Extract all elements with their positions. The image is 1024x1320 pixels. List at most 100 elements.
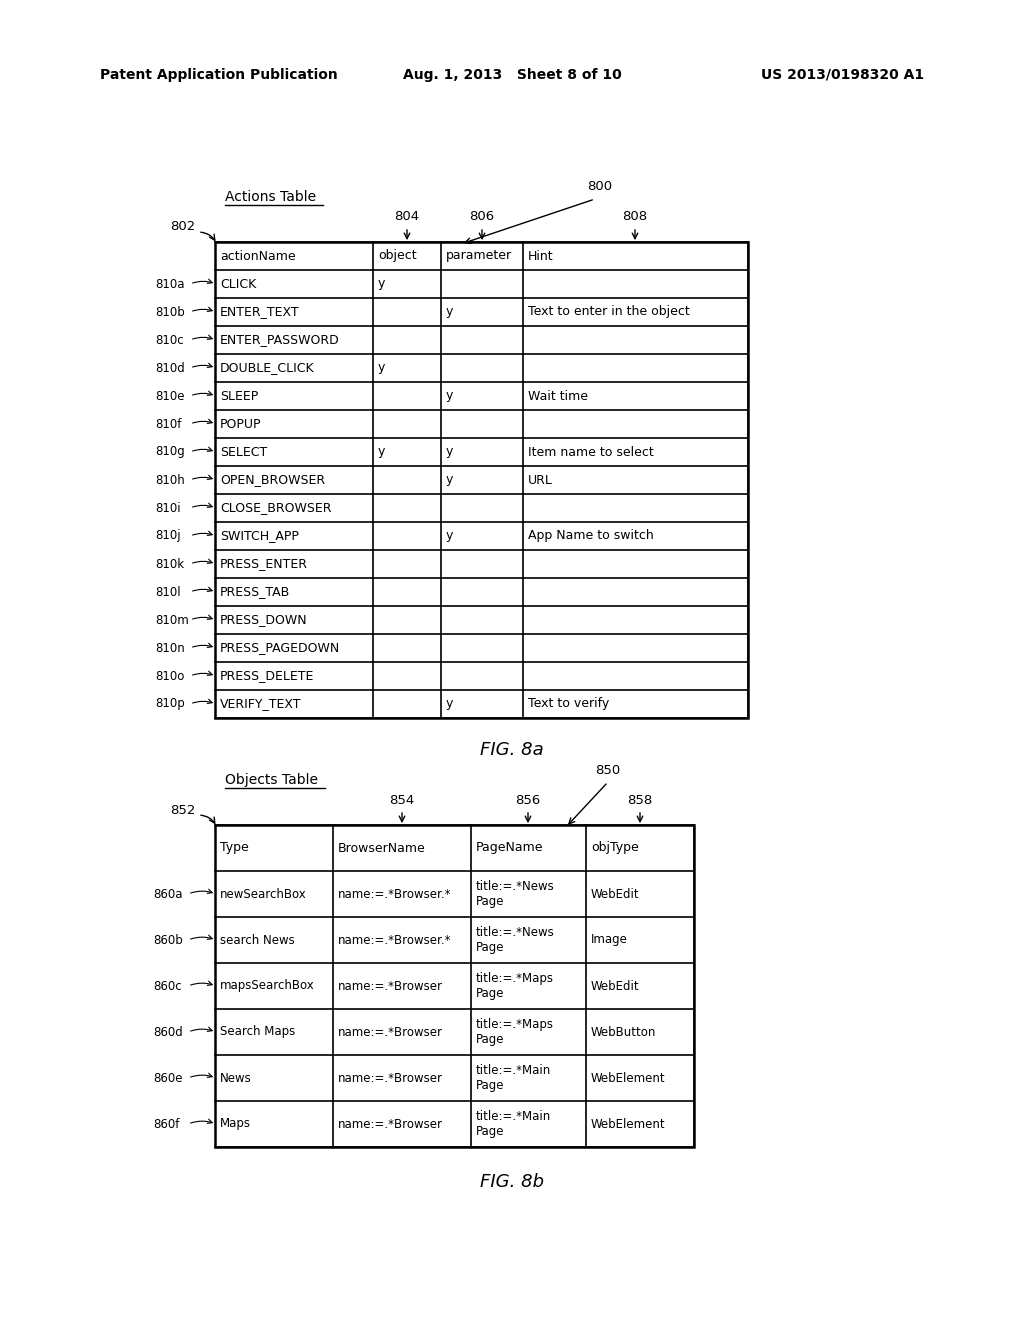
Text: PRESS_ENTER: PRESS_ENTER	[220, 557, 308, 570]
Text: title:=.*Maps
Page: title:=.*Maps Page	[476, 972, 554, 1001]
Text: title:=.*Main
Page: title:=.*Main Page	[476, 1110, 551, 1138]
Text: name:=.*Browser: name:=.*Browser	[338, 1118, 443, 1130]
Text: CLOSE_BROWSER: CLOSE_BROWSER	[220, 502, 332, 515]
Text: SLEEP: SLEEP	[220, 389, 258, 403]
Text: SELECT: SELECT	[220, 446, 267, 458]
Bar	[215, 825, 694, 1147]
Text: POPUP: POPUP	[220, 417, 261, 430]
Text: 810o: 810o	[155, 669, 184, 682]
Text: 810p: 810p	[155, 697, 184, 710]
Text: name:=.*Browser.*: name:=.*Browser.*	[338, 933, 452, 946]
Text: actionName: actionName	[220, 249, 296, 263]
Text: title:=.*Main
Page: title:=.*Main Page	[476, 1064, 551, 1092]
Text: WebElement: WebElement	[591, 1072, 666, 1085]
Text: 810m: 810m	[155, 614, 188, 627]
Text: WebButton: WebButton	[591, 1026, 656, 1039]
Text: 810h: 810h	[155, 474, 184, 487]
Text: App Name to switch: App Name to switch	[528, 529, 653, 543]
Text: 808: 808	[623, 210, 647, 223]
Text: PRESS_DOWN: PRESS_DOWN	[220, 614, 307, 627]
Text: Image: Image	[591, 933, 628, 946]
Text: 810i: 810i	[155, 502, 180, 515]
Text: PRESS_PAGEDOWN: PRESS_PAGEDOWN	[220, 642, 340, 655]
Text: OPEN_BROWSER: OPEN_BROWSER	[220, 474, 326, 487]
Text: News: News	[220, 1072, 252, 1085]
Text: VERIFY_TEXT: VERIFY_TEXT	[220, 697, 301, 710]
Text: mapsSearchBox: mapsSearchBox	[220, 979, 314, 993]
Text: y: y	[378, 446, 385, 458]
Text: objType: objType	[591, 842, 639, 854]
Text: 850: 850	[595, 763, 621, 776]
Text: 802: 802	[170, 220, 196, 234]
Text: FIG. 8a: FIG. 8a	[480, 741, 544, 759]
Text: title:=.*News
Page: title:=.*News Page	[476, 880, 555, 908]
Text: object: object	[378, 249, 417, 263]
Text: 810c: 810c	[155, 334, 183, 346]
Text: 810g: 810g	[155, 446, 184, 458]
Text: Wait time: Wait time	[528, 389, 588, 403]
Bar	[215, 242, 748, 718]
Text: title:=.*Maps
Page: title:=.*Maps Page	[476, 1018, 554, 1045]
Text: 810n: 810n	[155, 642, 184, 655]
Text: Search Maps: Search Maps	[220, 1026, 295, 1039]
Text: 852: 852	[170, 804, 196, 817]
Text: Hint: Hint	[528, 249, 554, 263]
Text: 860f: 860f	[153, 1118, 179, 1130]
Text: 800: 800	[588, 181, 612, 194]
Text: Aug. 1, 2013   Sheet 8 of 10: Aug. 1, 2013 Sheet 8 of 10	[402, 69, 622, 82]
Text: 860b: 860b	[153, 933, 182, 946]
Text: Item name to select: Item name to select	[528, 446, 653, 458]
Text: Type: Type	[220, 842, 249, 854]
Text: 860d: 860d	[153, 1026, 182, 1039]
Text: 810b: 810b	[155, 305, 184, 318]
Text: name:=.*Browser: name:=.*Browser	[338, 979, 443, 993]
Text: 810f: 810f	[155, 417, 181, 430]
Text: 860e: 860e	[153, 1072, 182, 1085]
Text: 810j: 810j	[155, 529, 180, 543]
Text: 810d: 810d	[155, 362, 184, 375]
Text: BrowserName: BrowserName	[338, 842, 426, 854]
Text: WebEdit: WebEdit	[591, 979, 640, 993]
Text: name:=.*Browser.*: name:=.*Browser.*	[338, 887, 452, 900]
Text: newSearchBox: newSearchBox	[220, 887, 307, 900]
Text: name:=.*Browser: name:=.*Browser	[338, 1026, 443, 1039]
Text: 854: 854	[389, 793, 415, 807]
Text: 806: 806	[469, 210, 495, 223]
Text: DOUBLE_CLICK: DOUBLE_CLICK	[220, 362, 314, 375]
Text: ENTER_TEXT: ENTER_TEXT	[220, 305, 300, 318]
Text: URL: URL	[528, 474, 553, 487]
Text: Maps: Maps	[220, 1118, 251, 1130]
Text: y: y	[378, 277, 385, 290]
Text: 810l: 810l	[155, 586, 180, 598]
Text: WebElement: WebElement	[591, 1118, 666, 1130]
Text: y: y	[446, 697, 454, 710]
Text: y: y	[446, 305, 454, 318]
Text: 804: 804	[394, 210, 420, 223]
Text: y: y	[446, 389, 454, 403]
Text: title:=.*News
Page: title:=.*News Page	[476, 927, 555, 954]
Text: 860c: 860c	[153, 979, 181, 993]
Text: Text to enter in the object: Text to enter in the object	[528, 305, 690, 318]
Text: name:=.*Browser: name:=.*Browser	[338, 1072, 443, 1085]
Text: Text to verify: Text to verify	[528, 697, 609, 710]
Text: y: y	[446, 474, 454, 487]
Text: y: y	[446, 446, 454, 458]
Text: FIG. 8b: FIG. 8b	[480, 1173, 544, 1191]
Text: 810e: 810e	[155, 389, 184, 403]
Text: 810k: 810k	[155, 557, 184, 570]
Text: Actions Table: Actions Table	[225, 190, 316, 205]
Text: parameter: parameter	[446, 249, 512, 263]
Text: 810a: 810a	[155, 277, 184, 290]
Text: PageName: PageName	[476, 842, 544, 854]
Text: CLICK: CLICK	[220, 277, 256, 290]
Text: Objects Table: Objects Table	[225, 774, 318, 787]
Text: y: y	[446, 529, 454, 543]
Text: search News: search News	[220, 933, 295, 946]
Text: PRESS_DELETE: PRESS_DELETE	[220, 669, 314, 682]
Text: Patent Application Publication: Patent Application Publication	[100, 69, 338, 82]
Text: SWITCH_APP: SWITCH_APP	[220, 529, 299, 543]
Text: 856: 856	[515, 793, 541, 807]
Text: ENTER_PASSWORD: ENTER_PASSWORD	[220, 334, 340, 346]
Text: 860a: 860a	[153, 887, 182, 900]
Text: PRESS_TAB: PRESS_TAB	[220, 586, 290, 598]
